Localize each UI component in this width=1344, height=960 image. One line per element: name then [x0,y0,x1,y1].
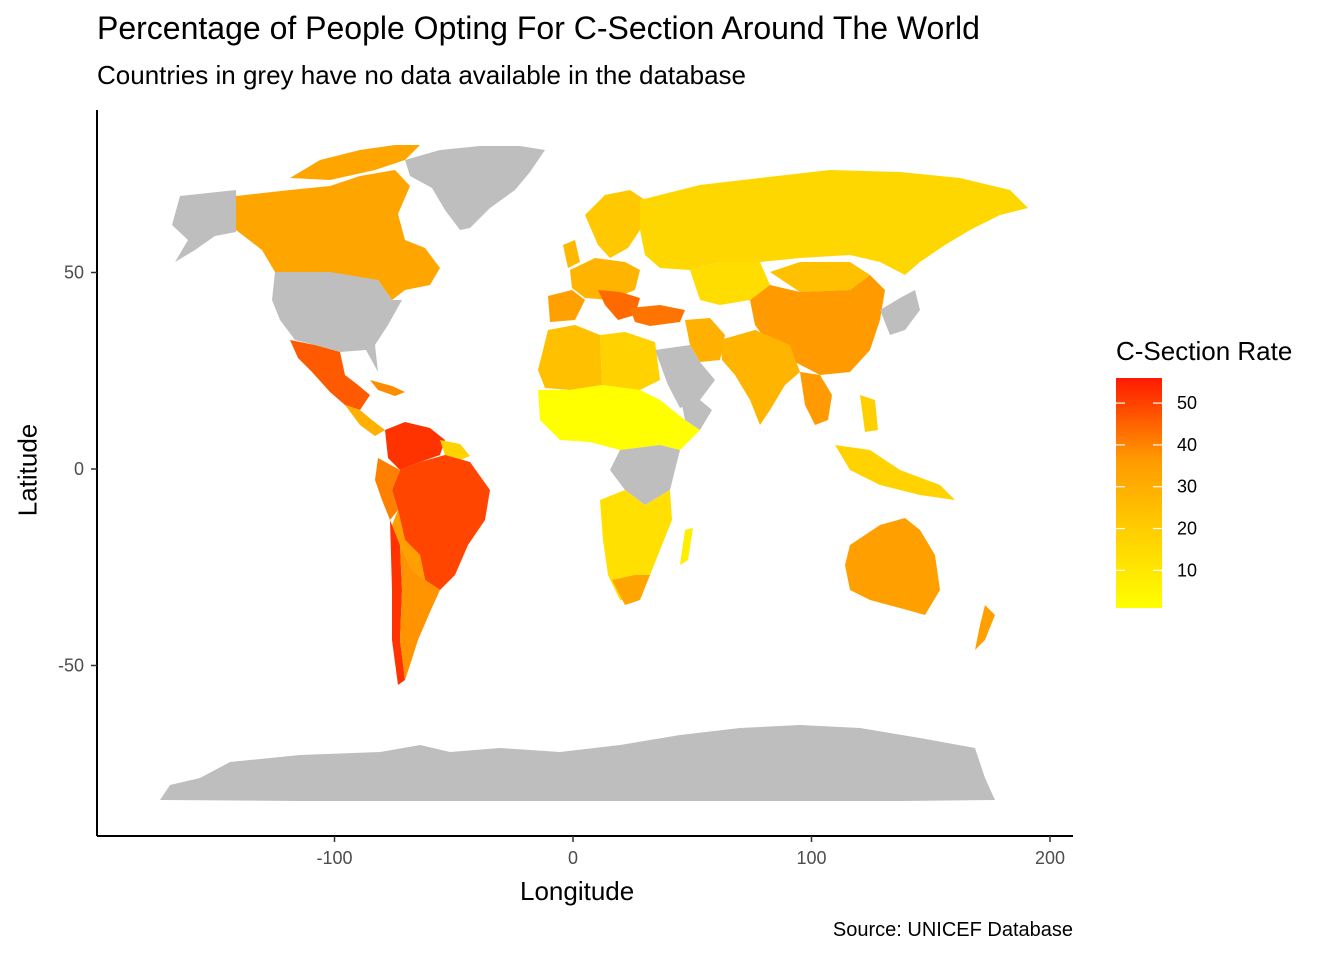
source-caption: Source: UNICEF Database [832,919,1073,941]
region-japan-korea [880,290,920,335]
region-caribbean [370,380,405,396]
legend-break-label: 10 [1177,560,1197,580]
region-southern-africa [600,490,672,600]
legend-break-label: 40 [1177,435,1197,455]
region-south-africa [612,575,650,605]
region-mexico [290,340,370,410]
chart-title: Percentage of People Opting For C-Sectio… [97,10,980,46]
y-tick-label: 0 [74,459,84,479]
region-iran [685,318,725,362]
region-turkey [630,305,685,326]
region-western-europe [570,258,640,300]
region-arabia [655,345,715,408]
region-horn-africa [680,395,712,430]
region-madagascar [680,528,693,565]
legend-break-label: 30 [1177,477,1197,497]
region-peru-ecuador [375,458,400,520]
region-philippines [860,395,878,432]
region-west-africa [538,385,700,450]
x-tick-label: 0 [568,848,578,868]
legend-colorbar [1116,378,1162,608]
y-tick-label: 50 [64,263,84,283]
legend-ticks: 50 40 30 20 10 [1116,393,1197,580]
y-axis-title: Latitude [12,423,43,517]
region-kazakhstan [690,262,770,305]
region-argentina [400,545,440,680]
region-italy-balkans [598,290,640,320]
y-axis-ticks: 50 0 -50 [58,263,97,676]
x-tick-label: 200 [1035,848,1065,868]
chart-subtitle: Countries in grey have no data available… [97,60,746,90]
region-russia [640,170,1028,275]
y-tick-label: -50 [58,656,84,676]
x-axis-ticks: -100 0 100 200 [316,836,1065,868]
x-axis-title: Longitude [520,876,635,906]
region-venezuela-colombia [385,422,445,470]
region-antarctica [160,725,995,801]
region-india [720,330,800,425]
region-united-states [272,272,402,372]
region-australia [845,518,940,615]
region-greenland [405,146,545,230]
x-tick-label: 100 [796,848,826,868]
legend-break-label: 20 [1177,519,1197,539]
region-southeast-asia [800,372,832,425]
legend-title: C-Section Rate [1116,336,1293,366]
region-alaska [172,190,236,262]
legend-break-label: 50 [1177,393,1197,413]
region-central-america [345,405,385,436]
region-north-africa-west [538,325,602,390]
region-bolivia-paraguay [392,510,425,580]
region-central-africa [610,445,680,505]
region-brazil [392,455,490,590]
region-mongolia [770,262,870,292]
x-tick-label: -100 [316,848,352,868]
region-chile [390,520,405,685]
region-uk [563,240,580,268]
region-indonesia [835,445,955,500]
region-libya-egypt [600,332,660,390]
region-iberia [548,290,585,322]
region-new-zealand [975,605,995,650]
region-canada [236,170,440,300]
region-scandinavia [585,190,645,258]
region-canada-arctic [290,145,420,180]
